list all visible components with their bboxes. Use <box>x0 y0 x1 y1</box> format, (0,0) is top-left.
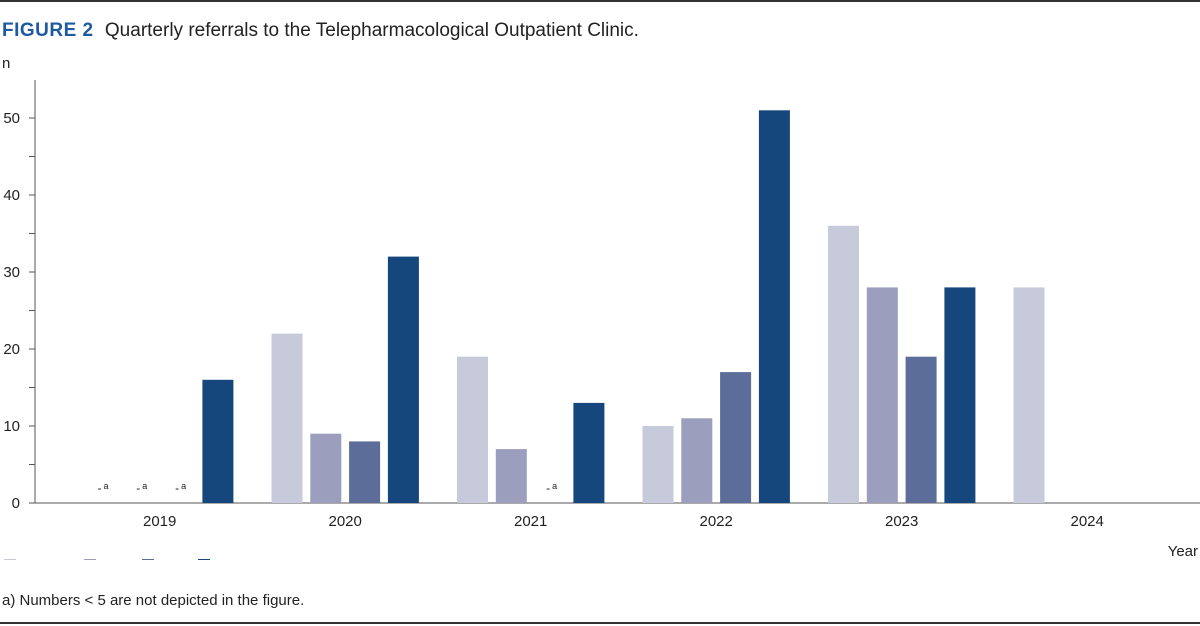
bar-2023-q2 <box>866 287 898 503</box>
bar-2020-q4 <box>387 256 419 503</box>
bar-2021-q1 <box>457 356 488 503</box>
bar-2020-q3 <box>349 441 381 503</box>
x-tick-label: 2023 <box>885 513 918 530</box>
suppressed-marker: - <box>136 481 140 495</box>
x-tick-label: 2022 <box>700 513 733 530</box>
bar-2022-q3 <box>720 372 752 503</box>
x-tick-label: 2024 <box>1071 513 1104 530</box>
legend-swatch-q3 <box>142 559 154 560</box>
suppressed-superscript: a <box>104 481 109 491</box>
figure-caption: Quarterly referrals to the Telepharmacol… <box>104 20 639 41</box>
suppressed-marker: - <box>175 481 179 495</box>
bar-2021-q4 <box>573 402 605 503</box>
footnote: a) Numbers < 5 are not depicted in the f… <box>2 592 305 609</box>
bar-2021-q2 <box>495 449 527 503</box>
bar-2023-q3 <box>905 356 937 503</box>
y-tick-label: 30 <box>3 264 20 281</box>
bar-2022-q4 <box>758 110 790 504</box>
y-tick-label: 50 <box>3 110 20 127</box>
legend-label-q1: Q1 <box>20 558 40 560</box>
figure-label: FIGURE 2 <box>2 20 94 41</box>
figure-title: FIGURE 2 Quarterly referrals to the Tele… <box>2 20 639 42</box>
y-tick-label: 40 <box>3 187 20 204</box>
y-tick-label: 20 <box>3 341 20 358</box>
bar-2019-q4 <box>202 379 234 503</box>
bar-2023-q1 <box>828 225 859 504</box>
bottom-rule <box>0 622 1200 624</box>
x-tick-label: 2021 <box>514 513 547 530</box>
suppressed-superscript: a <box>181 481 186 491</box>
x-tick-label: 2019 <box>143 513 176 530</box>
suppressed-superscript: a <box>142 481 147 491</box>
bar-2024-q1 <box>1013 287 1045 503</box>
x-axis-ticks: 2019 2020 2021 2022 2023 2024 <box>143 513 1104 530</box>
legend-swatch-q1 <box>4 559 16 560</box>
legend-swatch-q4 <box>198 559 210 560</box>
y-axis-ticks: 0 10 20 30 40 50 <box>3 110 35 512</box>
suppressed-superscript: a <box>552 481 557 491</box>
y-axis-label: n <box>2 55 10 72</box>
x-axis-label: Year <box>1168 543 1198 560</box>
legend-swatch-q2 <box>84 559 96 560</box>
suppressed-marker: - <box>546 481 550 495</box>
legend-label-q2: Q2 <box>100 558 120 560</box>
legend: Q1 Q2 Q3 Q4 <box>4 558 234 560</box>
bar-2022-q2 <box>681 418 713 503</box>
bar-2023-q4 <box>944 287 976 503</box>
top-rule <box>0 0 1200 2</box>
y-tick-label: 10 <box>3 418 20 435</box>
x-tick-label: 2020 <box>329 513 362 530</box>
bars-group: -a-a-a-a <box>98 110 1045 504</box>
legend-label-q3: Q3 <box>158 558 178 560</box>
suppressed-marker: - <box>98 481 102 495</box>
legend-label-q4: Q4 <box>214 558 234 560</box>
bar-2020-q1 <box>271 333 303 503</box>
bar-2022-q1 <box>642 426 674 503</box>
y-tick-label: 0 <box>12 495 20 512</box>
bar-2020-q2 <box>310 433 342 503</box>
